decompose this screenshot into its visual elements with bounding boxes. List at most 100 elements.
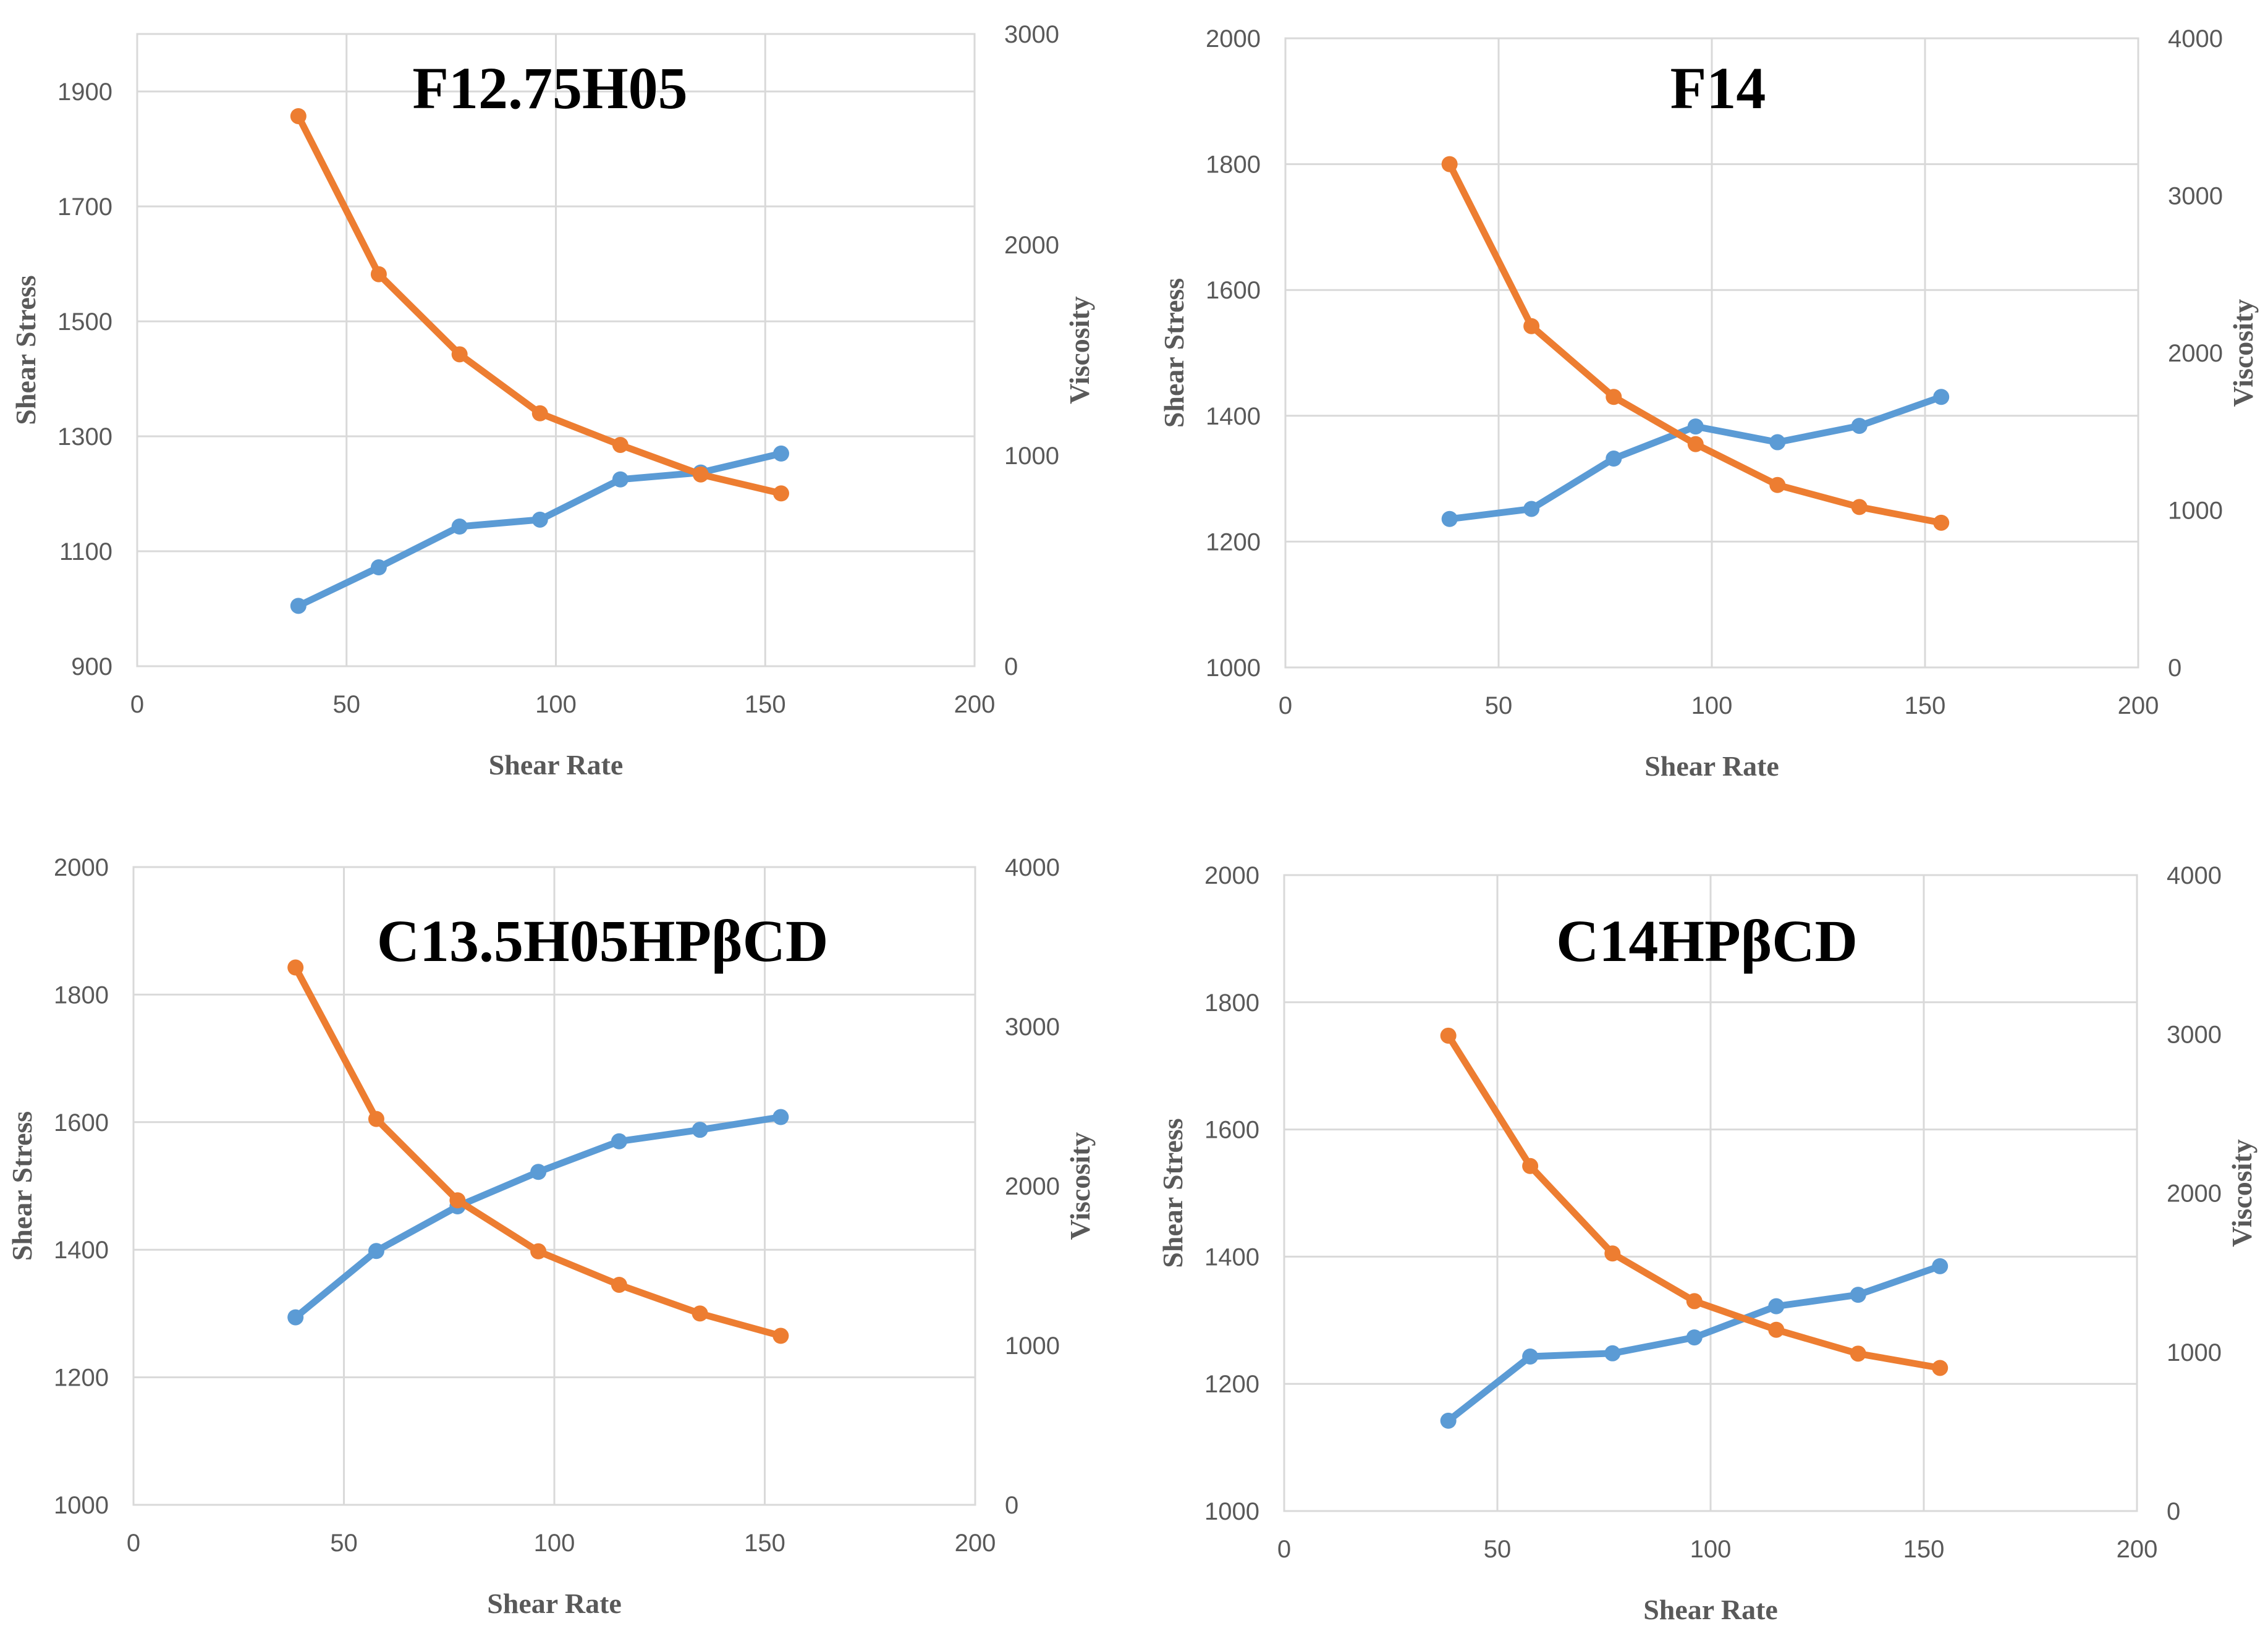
y-left-axis-title: Shear Stress xyxy=(10,275,41,425)
data-point xyxy=(692,1122,708,1138)
series-viscosity xyxy=(287,959,789,1344)
y-left-tick-label: 1000 xyxy=(1204,1498,1259,1525)
y-right-tick-label: 3000 xyxy=(2167,1021,2222,1048)
data-point xyxy=(1933,514,1950,531)
data-point xyxy=(772,485,789,502)
x-tick-label: 150 xyxy=(745,691,786,718)
data-point xyxy=(611,1133,627,1149)
y-right-tick-label: 0 xyxy=(1004,653,1018,680)
data-point xyxy=(531,405,548,421)
y-right-tick-label: 4000 xyxy=(2168,25,2223,53)
chart-panel-4: 0 50 100 150 200 1000 1200 1400 1600 1800 2000 0 100… xyxy=(1157,862,2257,1625)
y-left-tick-label: 2000 xyxy=(54,854,109,881)
data-point xyxy=(1606,389,1622,405)
chart-panel-1: 0 50 100 150 200 900 1100 1300 1500 1700 1900 0 1000… xyxy=(10,21,1095,781)
panel-title: F12.75H05 xyxy=(412,55,687,121)
x-tick-label: 100 xyxy=(1691,692,1733,719)
series-shear-stress xyxy=(287,1109,789,1326)
data-point xyxy=(611,1276,627,1293)
data-point xyxy=(1850,1287,1866,1303)
data-point xyxy=(1522,1348,1539,1365)
x-tick-label: 200 xyxy=(954,691,996,718)
x-axis-title: Shear Rate xyxy=(489,749,624,781)
data-point xyxy=(370,266,387,282)
x-tick-label: 100 xyxy=(534,1530,575,1557)
y-right-tick-label: 3000 xyxy=(1004,21,1059,48)
y-right-tick-label: 0 xyxy=(1005,1492,1018,1519)
y-right-tick-label: 0 xyxy=(2167,1498,2180,1525)
data-point xyxy=(1686,1329,1703,1346)
data-point xyxy=(1441,510,1458,527)
y-left-tick-label: 1400 xyxy=(1206,403,1261,430)
x-tick-label: 0 xyxy=(127,1530,140,1557)
data-point xyxy=(1850,1345,1866,1362)
data-point xyxy=(287,959,304,976)
data-point xyxy=(612,471,628,488)
x-tick-label: 200 xyxy=(2117,1536,2158,1563)
x-tick-label: 100 xyxy=(535,691,577,718)
data-point xyxy=(1768,1321,1785,1338)
y-right-tick-label: 1000 xyxy=(2167,1339,2222,1366)
data-point xyxy=(530,1243,547,1259)
data-point xyxy=(1933,389,1950,405)
series-viscosity xyxy=(1440,1027,1949,1376)
series-line xyxy=(292,1114,784,1321)
panel-title: F14 xyxy=(1670,55,1766,121)
y-left-tick-label: 1800 xyxy=(1206,151,1261,179)
x-tick-label: 100 xyxy=(1690,1536,1732,1563)
y-left-tick-label: 1500 xyxy=(57,308,112,336)
data-point xyxy=(1851,499,1868,515)
y-left-tick-label: 1700 xyxy=(57,193,112,221)
data-point xyxy=(1687,436,1704,452)
y-left-axis-title: Shear Stress xyxy=(6,1111,38,1261)
y-right-tick-label: 1000 xyxy=(1005,1332,1060,1360)
data-point xyxy=(1440,1027,1457,1044)
y-right-tick-label: 2000 xyxy=(1005,1173,1060,1200)
y-left-tick-label: 2000 xyxy=(1204,862,1259,889)
y-right-tick-label: 3000 xyxy=(2168,183,2223,210)
y-right-axis-title: Viscosity xyxy=(2227,299,2259,407)
data-point xyxy=(1687,418,1704,435)
panel-title: C14HPβCD xyxy=(1556,908,1858,974)
data-point xyxy=(612,436,628,453)
data-point xyxy=(772,445,789,462)
y-left-axis-title: Shear Stress xyxy=(1158,278,1190,428)
panel-title: C13.5H05HPβCD xyxy=(377,908,829,974)
data-point xyxy=(368,1111,384,1127)
y-right-axis-title: Viscosity xyxy=(1064,1132,1096,1240)
data-point xyxy=(1604,1345,1621,1361)
y-right-tick-label: 1000 xyxy=(2168,497,2223,525)
y-left-tick-label: 1400 xyxy=(1204,1243,1259,1271)
x-tick-label: 200 xyxy=(2118,692,2159,719)
data-point xyxy=(1851,418,1868,434)
data-point xyxy=(1769,434,1786,451)
x-tick-label: 200 xyxy=(955,1530,996,1557)
y-left-tick-label: 1800 xyxy=(1204,989,1259,1017)
series-line xyxy=(1446,161,1945,527)
x-tick-label: 0 xyxy=(1277,1536,1291,1563)
y-right-tick-label: 1000 xyxy=(1004,442,1059,470)
series-viscosity xyxy=(290,108,789,502)
x-axis-title: Shear Rate xyxy=(1644,750,1779,782)
y-left-axis-title: Shear Stress xyxy=(1157,1118,1188,1268)
x-tick-label: 50 xyxy=(333,691,361,718)
data-point xyxy=(1932,1258,1949,1274)
y-right-tick-label: 4000 xyxy=(2167,862,2222,889)
x-tick-label: 50 xyxy=(1485,692,1513,719)
data-point xyxy=(772,1109,789,1125)
y-left-tick-label: 1800 xyxy=(54,981,109,1009)
y-right-tick-label: 0 xyxy=(2168,654,2181,682)
data-point xyxy=(1932,1360,1949,1376)
y-left-tick-label: 1200 xyxy=(54,1365,109,1392)
y-left-tick-label: 1000 xyxy=(1206,654,1261,682)
data-point xyxy=(451,346,468,363)
data-point xyxy=(287,1309,304,1326)
x-tick-label: 150 xyxy=(1905,692,1946,719)
data-point xyxy=(1440,1412,1457,1429)
y-left-tick-label: 2000 xyxy=(1206,25,1261,53)
series-line xyxy=(1445,1032,1944,1371)
data-point xyxy=(692,466,709,483)
data-point xyxy=(370,559,387,576)
x-tick-label: 150 xyxy=(744,1530,785,1557)
